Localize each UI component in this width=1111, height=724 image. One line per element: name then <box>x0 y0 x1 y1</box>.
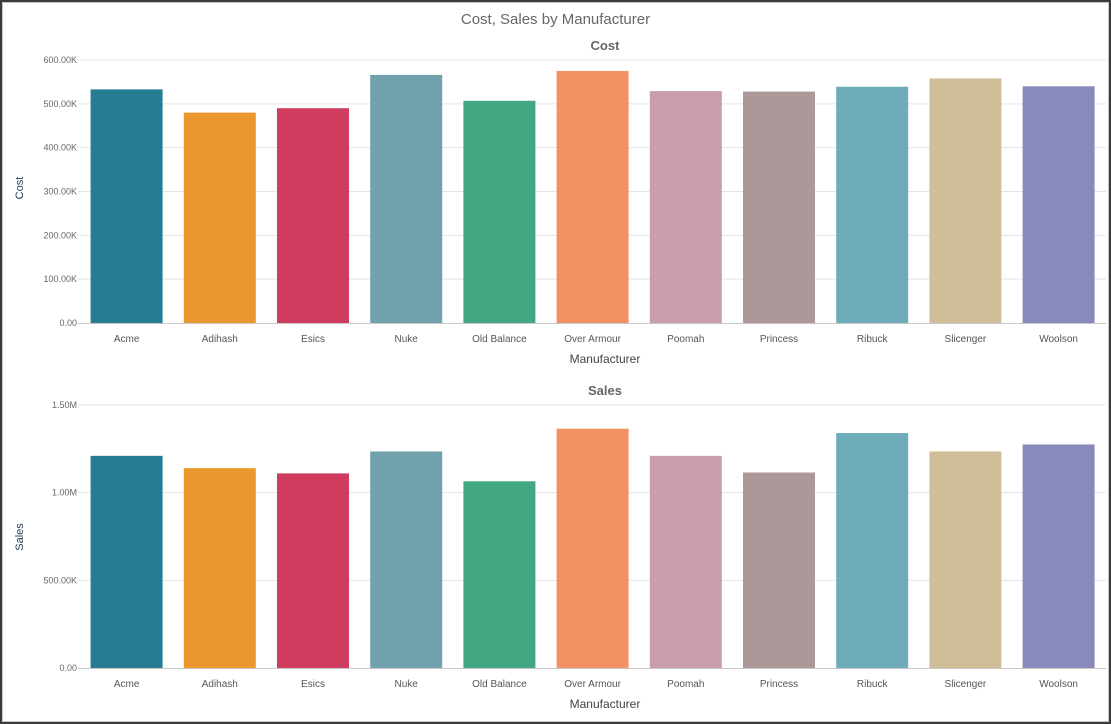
sales-panel-title: Sales <box>588 383 622 398</box>
cost-x-tick-label: Old Balance <box>472 334 527 345</box>
cost-y-tick-label: 0.00 <box>59 318 77 328</box>
sales-x-tick-label: Slicenger <box>945 679 987 690</box>
cost-x-tick-label: Ribuck <box>857 334 889 345</box>
cost-bar-acme[interactable] <box>90 89 163 323</box>
cost-bar-esics[interactable] <box>277 108 349 323</box>
sales-bar-esics[interactable] <box>277 473 349 668</box>
sales-x-tick-label: Nuke <box>395 679 419 690</box>
sales-bar-woolson[interactable] <box>1022 444 1095 668</box>
sales-x-tick-label: Ribuck <box>857 679 889 690</box>
cost-bar-woolson[interactable] <box>1022 86 1095 323</box>
cost-bar-over-armour[interactable] <box>556 70 629 323</box>
cost-x-tick-label: Adihash <box>202 334 238 345</box>
sales-x-tick-label: Acme <box>114 679 140 690</box>
cost-y-tick-label: 600.00K <box>43 55 77 65</box>
sales-x-tick-label: Esics <box>301 679 325 690</box>
cost-bar-old-balance[interactable] <box>463 100 536 323</box>
sales-x-tick-label: Adihash <box>202 679 238 690</box>
sales-bar-slicenger[interactable] <box>929 451 1002 668</box>
sales-x-tick-label: Poomah <box>667 679 704 690</box>
sales-x-tick-label: Woolson <box>1039 679 1078 690</box>
cost-y-tick-label: 100.00K <box>43 274 77 284</box>
sales-bar-acme[interactable] <box>90 455 163 668</box>
cost-panel-title: Cost <box>591 38 621 53</box>
cost-x-tick-label: Woolson <box>1039 334 1078 345</box>
cost-x-tick-label: Princess <box>760 334 798 345</box>
cost-y-tick-label: 400.00K <box>43 143 77 153</box>
cost-x-tick-label: Over Armour <box>564 334 621 345</box>
cost-x-tick-label: Nuke <box>395 334 419 345</box>
sales-x-axis-title: Manufacturer <box>570 697 641 711</box>
sales-bar-old-balance[interactable] <box>463 481 536 668</box>
sales-y-tick-label: 0.00 <box>59 663 77 673</box>
cost-bar-ribuck[interactable] <box>836 86 909 323</box>
cost-x-tick-label: Poomah <box>667 334 704 345</box>
sales-bar-adihash[interactable] <box>183 468 256 668</box>
cost-x-tick-label: Acme <box>114 334 140 345</box>
sales-y-tick-label: 1.00M <box>52 488 77 498</box>
sales-x-tick-label: Over Armour <box>564 679 621 690</box>
chart-main-title: Cost, Sales by Manufacturer <box>460 11 651 28</box>
chart-canvas: Cost 0.00 100.00K 200.00K 300.00K 400.00K 500.… <box>14 38 1106 711</box>
cost-bar-adihash[interactable] <box>183 112 256 323</box>
cost-y-tick-label: 500.00K <box>43 99 77 109</box>
sales-bar-ribuck[interactable] <box>836 433 909 668</box>
cost-bar-nuke[interactable] <box>370 74 443 323</box>
cost-y-tick-label: 300.00K <box>43 187 77 197</box>
sales-x-tick-label: Princess <box>760 679 798 690</box>
sales-y-axis-title: Sales <box>14 523 26 551</box>
sales-bar-poomah[interactable] <box>649 455 722 668</box>
sales-bar-over-armour[interactable] <box>556 428 629 668</box>
cost-x-tick-label: Slicenger <box>945 334 987 345</box>
sales-x-tick-label: Old Balance <box>472 679 527 690</box>
cost-y-tick-label: 200.00K <box>43 230 77 240</box>
sales-bar-nuke[interactable] <box>370 451 443 668</box>
sales-bar-princess[interactable] <box>743 472 815 668</box>
cost-bar-poomah[interactable] <box>649 91 722 323</box>
cost-y-axis-title: Cost <box>14 177 26 200</box>
sales-y-tick-label: 1.50M <box>52 400 77 410</box>
cost-bar-slicenger[interactable] <box>929 78 1002 323</box>
cost-bar-princess[interactable] <box>743 91 815 323</box>
cost-x-tick-label: Esics <box>301 334 325 345</box>
sales-y-tick-label: 500.00K <box>43 575 77 585</box>
cost-x-axis-title: Manufacturer <box>570 352 641 366</box>
